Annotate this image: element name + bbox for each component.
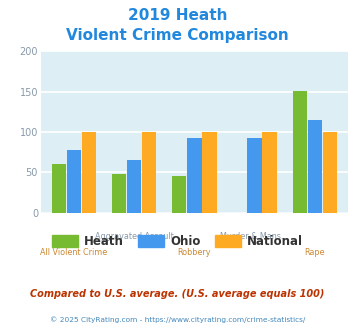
Text: Rape: Rape bbox=[305, 248, 325, 256]
Text: 2019 Heath: 2019 Heath bbox=[128, 8, 227, 23]
Text: Robbery: Robbery bbox=[178, 248, 211, 256]
Text: Aggravated Assault: Aggravated Assault bbox=[95, 232, 174, 241]
Bar bbox=[112, 174, 126, 213]
Bar bbox=[202, 132, 217, 213]
Bar bbox=[52, 164, 66, 213]
Text: All Violent Crime: All Violent Crime bbox=[40, 248, 108, 256]
Text: Compared to U.S. average. (U.S. average equals 100): Compared to U.S. average. (U.S. average … bbox=[30, 289, 325, 299]
Bar bbox=[142, 132, 156, 213]
Bar bbox=[308, 120, 322, 213]
Bar bbox=[323, 132, 337, 213]
Bar bbox=[293, 91, 307, 213]
Bar bbox=[172, 177, 186, 213]
Text: © 2025 CityRating.com - https://www.cityrating.com/crime-statistics/: © 2025 CityRating.com - https://www.city… bbox=[50, 317, 305, 323]
Text: Murder & Mans...: Murder & Mans... bbox=[220, 232, 289, 241]
Bar bbox=[262, 132, 277, 213]
Text: Violent Crime Comparison: Violent Crime Comparison bbox=[66, 28, 289, 43]
Bar bbox=[247, 139, 262, 213]
Legend: Heath, Ohio, National: Heath, Ohio, National bbox=[48, 231, 307, 253]
Bar bbox=[67, 150, 81, 213]
Bar bbox=[127, 160, 141, 213]
Bar bbox=[187, 138, 202, 213]
Bar bbox=[82, 132, 96, 213]
